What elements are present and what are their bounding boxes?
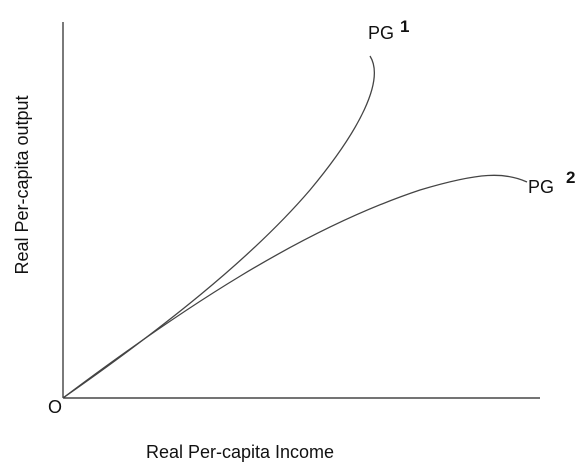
y-axis-label: Real Per-capita output bbox=[12, 95, 32, 274]
curve-pg2 bbox=[62, 174, 528, 399]
curve-label: PG bbox=[528, 177, 554, 197]
curve-pg1 bbox=[62, 55, 375, 399]
curve-number: 2 bbox=[566, 168, 575, 187]
origin-label: O bbox=[48, 397, 62, 417]
curve-label: PG bbox=[368, 23, 394, 43]
curve-number: 1 bbox=[400, 17, 409, 36]
x-axis-label: Real Per-capita Income bbox=[146, 442, 334, 462]
